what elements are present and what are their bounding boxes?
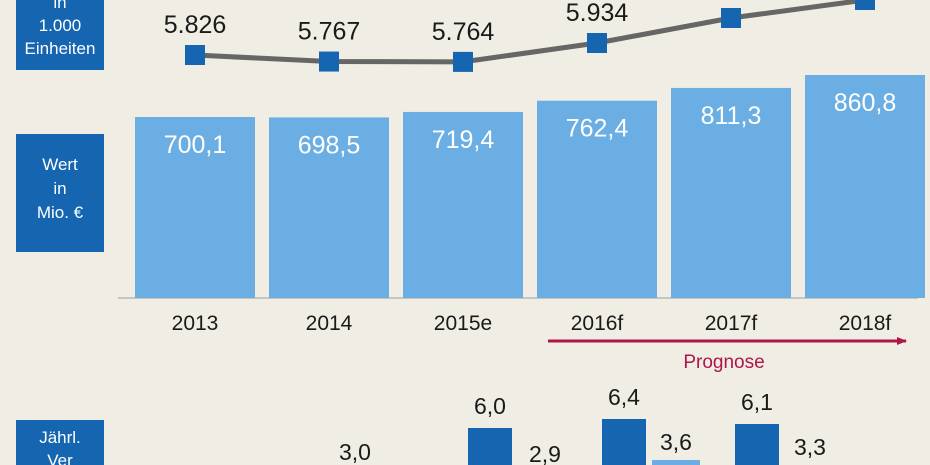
change-label-line-2: Ver: [47, 451, 73, 465]
units-value-label-2013: 5.826: [164, 11, 227, 39]
value-bars: [135, 75, 925, 299]
units-marker-2018f: [855, 0, 875, 10]
value-label-box: Wert in Mio. €: [16, 134, 104, 252]
units-marker-2013: [185, 45, 205, 65]
units-value-labels: 5.826 5.767 5.764 5.934: [164, 0, 629, 46]
change-label-6-4: 6,4: [608, 384, 640, 410]
units-label-box: in 1.000 Einheiten: [16, 0, 104, 70]
value-label-box-bg: [16, 134, 104, 252]
units-marker-2017f: [721, 8, 741, 28]
value-bar-2017f: [671, 87, 791, 298]
change-label-3-6: 3,6: [660, 429, 692, 455]
year-labels: 2013 2014 2015e 2016f 2017f 2018f: [172, 312, 892, 335]
value-bar-2016f: [537, 100, 657, 298]
change-label-6-0: 6,0: [474, 393, 506, 419]
units-markers: [185, 0, 875, 72]
value-bar-2018f: [805, 75, 925, 298]
units-label-box-bg: [16, 0, 104, 70]
value-bar-label-2015e: 719,4: [432, 126, 495, 154]
units-label-line-2: 1.000: [39, 16, 82, 35]
prognosis-label: Prognose: [683, 352, 764, 373]
change-bar-2016f-light: [652, 460, 700, 465]
value-label-line-1: Wert: [42, 155, 78, 174]
change-bar-2016f: [602, 419, 646, 465]
units-marker-2014: [319, 51, 339, 72]
change-bar-2015e: [468, 428, 512, 465]
value-label-line-3: Mio. €: [37, 203, 84, 222]
value-bar-label-2014: 698,5: [298, 131, 361, 159]
value-bar-labels: 700,1 698,5 719,4 762,4 811,3 860,8: [164, 89, 897, 159]
change-label-2-9: 2,9: [529, 441, 561, 465]
annual-change-group: 3,0 6,0 2,9 6,4 3,6 6,1 3,3: [339, 384, 826, 465]
change-label-line-1: Jährl.: [39, 428, 81, 447]
year-label-2016f: 2016f: [571, 312, 624, 335]
units-marker-2016f: [587, 33, 607, 53]
units-marker-2015e: [453, 51, 473, 72]
change-label-box-bg: [16, 420, 104, 465]
change-label-box: Jährl. Ver: [16, 420, 104, 465]
units-label-line-1: in: [53, 0, 66, 12]
change-label-3-0: 3,0: [339, 439, 371, 465]
value-bar-label-2016f: 762,4: [566, 115, 629, 143]
value-bar-2014: [269, 117, 389, 298]
change-bar-2017f: [735, 424, 779, 465]
units-label-line-3: Einheiten: [25, 39, 96, 58]
year-label-2014: 2014: [306, 312, 353, 335]
value-label-line-2: in: [53, 179, 66, 198]
year-label-2017f: 2017f: [705, 312, 758, 335]
change-label-6-1: 6,1: [741, 389, 773, 415]
units-value-label-2014: 5.767: [298, 18, 361, 46]
value-bar-2015e: [403, 111, 523, 299]
units-value-label-2015e: 5.764: [432, 18, 495, 46]
change-label-3-3: 3,3: [794, 434, 826, 460]
year-label-2013: 2013: [172, 312, 219, 335]
value-bar-label-2013: 700,1: [164, 131, 227, 159]
year-label-2015e: 2015e: [434, 312, 492, 335]
units-value-label-2016f: 5.934: [566, 0, 629, 27]
value-bar-label-2017f: 811,3: [701, 102, 762, 130]
units-line: [192, 0, 868, 65]
value-bar-label-2018f: 860,8: [834, 89, 897, 117]
value-bar-2013: [135, 117, 255, 298]
year-label-2018f: 2018f: [839, 312, 892, 335]
